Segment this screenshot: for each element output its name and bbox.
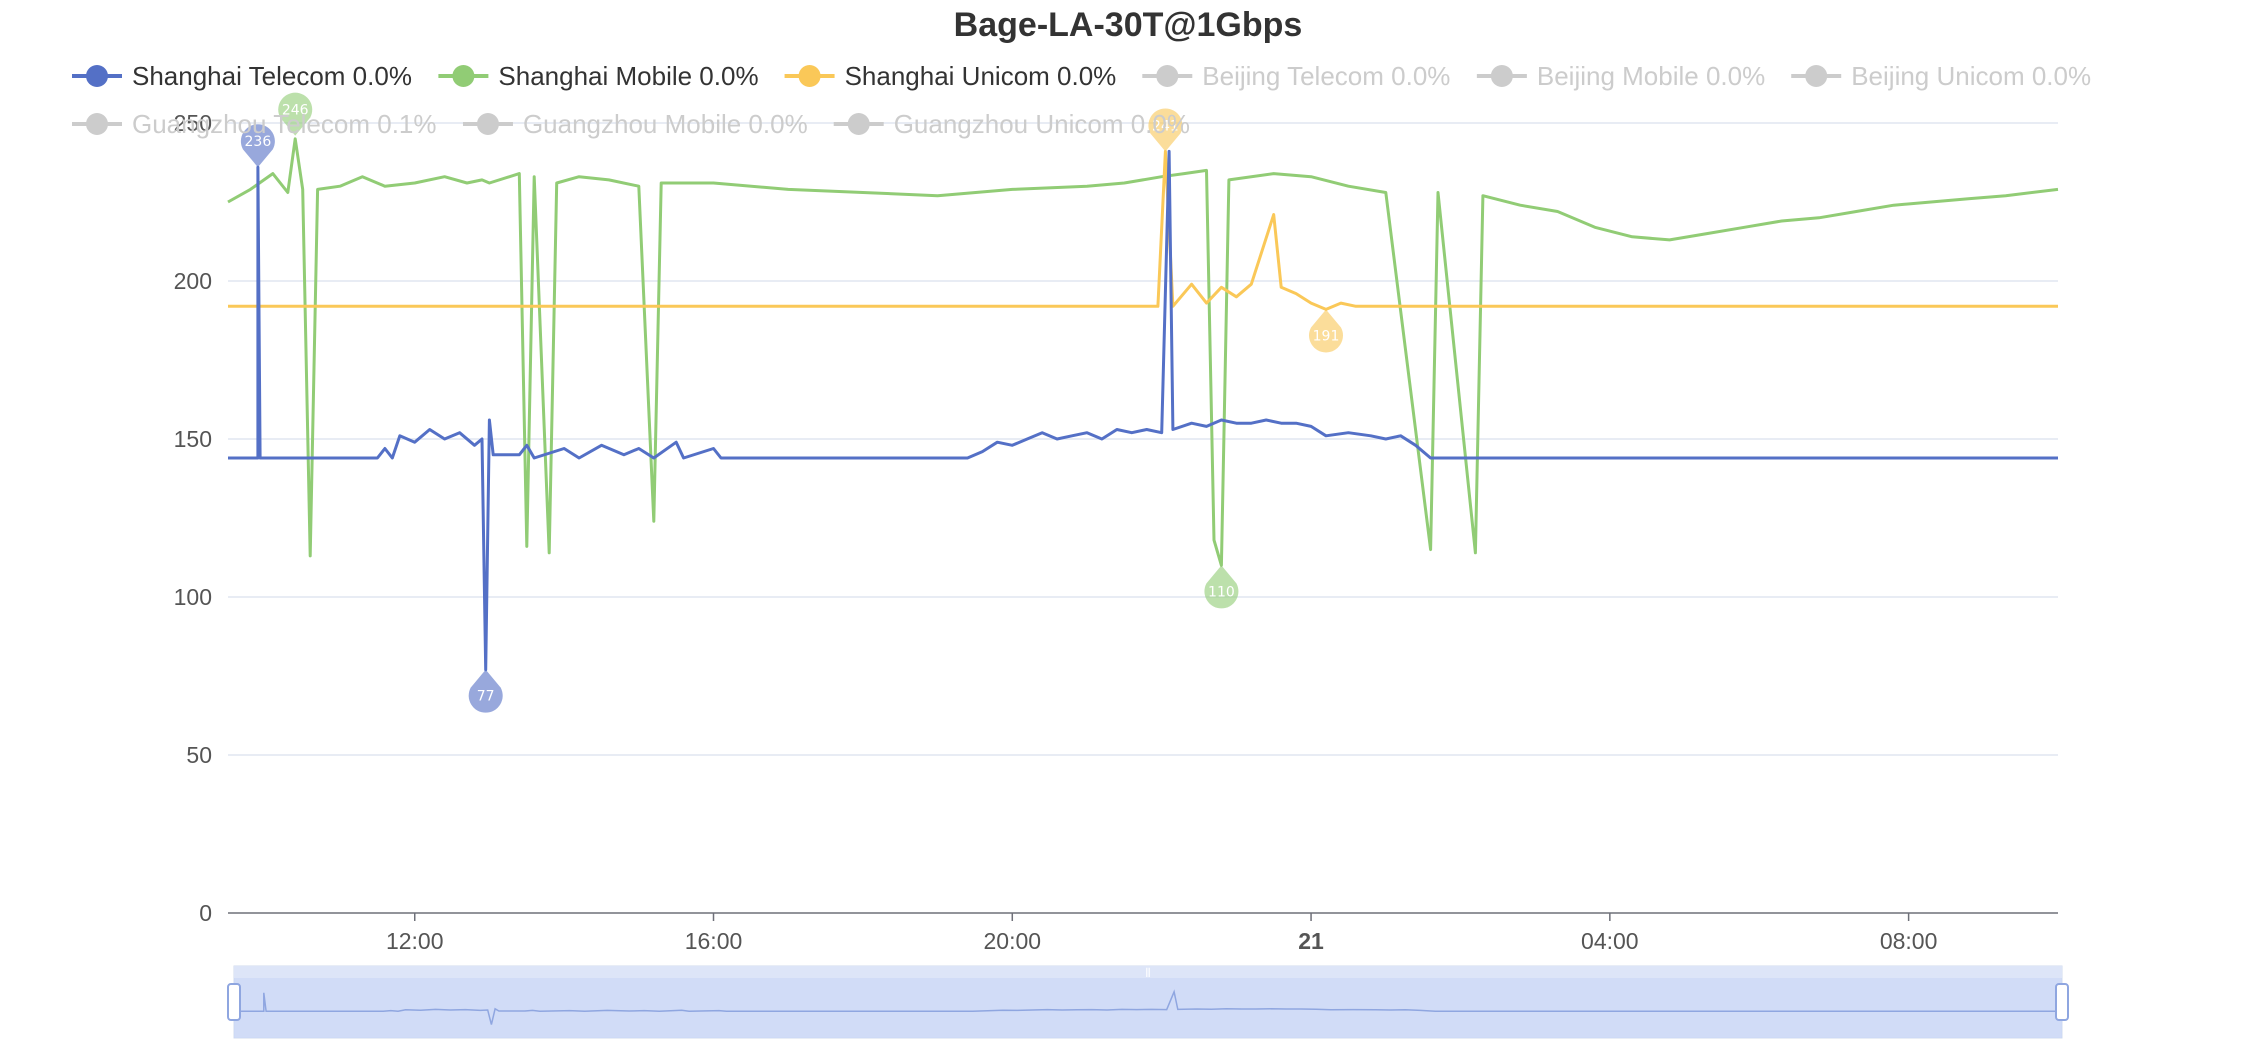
- y-tick-label: 200: [174, 268, 212, 294]
- legend-marker-icon: [86, 113, 108, 135]
- mark-point-pin: 110: [1204, 565, 1239, 609]
- y-tick-label: 0: [199, 900, 212, 926]
- mark-point-pin: 241: [1148, 108, 1183, 152]
- series-line-shanghai-mobile: [227, 137, 2059, 567]
- y-tick-label: 250: [174, 110, 212, 136]
- legend-marker-icon: [847, 113, 870, 135]
- mark-point-pin: 191: [1309, 309, 1343, 353]
- legend-item-guangzhou-telecom[interactable]: Guangzhou Telecom 0.1%: [72, 109, 437, 139]
- mark-point-label: 191: [1313, 328, 1340, 344]
- legend-label: Shanghai Unicom 0.0%: [845, 61, 1117, 91]
- legend-label: Beijing Telecom 0.0%: [1202, 61, 1450, 91]
- legend-marker-icon: [798, 65, 821, 87]
- legend-marker-icon: [1490, 65, 1513, 87]
- legend-item-shanghai-unicom[interactable]: Shanghai Unicom 0.0%: [784, 61, 1117, 91]
- series-line-shanghai-telecom: [228, 149, 2058, 672]
- x-tick-label: 08:00: [1880, 928, 1938, 954]
- mark-point-label: 77: [477, 689, 495, 705]
- legend-label: Shanghai Mobile 0.0%: [498, 61, 758, 91]
- legend-item-shanghai-telecom[interactable]: Shanghai Telecom 0.0%: [72, 61, 412, 91]
- x-tick-label: 04:00: [1581, 928, 1639, 954]
- legend-item-beijing-unicom[interactable]: Beijing Unicom 0.0%: [1791, 61, 2091, 91]
- data-zoom-slider[interactable]: ⦀: [227, 965, 2069, 1039]
- legend-label: Guangzhou Mobile 0.0%: [523, 109, 808, 139]
- zoom-preview-line: [234, 989, 2062, 1025]
- zoom-move-handle-icon[interactable]: ⦀: [1145, 966, 1150, 980]
- y-axis: 0 50 100 150 200 250: [174, 110, 212, 926]
- legend-item-beijing-telecom[interactable]: Beijing Telecom 0.0%: [1142, 61, 1450, 91]
- x-tick-label: 12:00: [386, 928, 444, 954]
- y-tick-label: 50: [186, 742, 212, 768]
- mark-point-label: 236: [245, 134, 272, 150]
- mark-points: 236 77 246 110 241 191: [240, 92, 1343, 713]
- zoom-move-bar: [234, 966, 2062, 978]
- legend-label: Guangzhou Telecom 0.1%: [132, 109, 437, 139]
- legend-item-beijing-mobile[interactable]: Beijing Mobile 0.0%: [1476, 61, 1765, 91]
- legend-marker-icon: [86, 65, 108, 87]
- zoom-left-handle[interactable]: [227, 983, 241, 1021]
- legend-label: Guangzhou Unicom 0.0%: [894, 109, 1190, 139]
- mark-point-label: 241: [1152, 118, 1179, 134]
- mark-point-pin: 77: [468, 669, 503, 713]
- legend-label: Beijing Mobile 0.0%: [1537, 61, 1765, 91]
- legend-item-shanghai-mobile[interactable]: Shanghai Mobile 0.0%: [438, 61, 759, 91]
- series-line-shanghai-unicom: [228, 149, 2058, 311]
- legend-label: Shanghai Telecom 0.0%: [132, 61, 412, 91]
- zoom-selected-range: [234, 978, 2062, 1038]
- x-tick-label: 21: [1298, 928, 1324, 954]
- legend-label: Beijing Unicom 0.0%: [1851, 61, 2091, 91]
- y-tick-label: 150: [174, 426, 212, 452]
- legend-item-guangzhou-mobile[interactable]: Guangzhou Mobile 0.0%: [462, 109, 808, 139]
- legend-marker-icon: [476, 113, 499, 135]
- x-axis: 12:00 16:00 20:00 21 04:00 08:00: [386, 913, 1937, 954]
- legend-marker-icon: [1156, 65, 1179, 87]
- grid: [228, 122, 2058, 914]
- mark-point-pin: 246: [278, 92, 313, 136]
- legend-item-guangzhou-unicom[interactable]: Guangzhou Unicom 0.0%: [833, 109, 1190, 139]
- zoom-right-handle[interactable]: [2055, 983, 2069, 1021]
- x-tick-label: 20:00: [984, 928, 1042, 954]
- x-tick-label: 16:00: [685, 928, 743, 954]
- mark-point-label: 246: [282, 103, 309, 119]
- mark-point-label: 110: [1208, 584, 1235, 600]
- chart-title: Bage-LA-30T@1Gbps: [954, 6, 1303, 44]
- legend-marker-icon: [452, 65, 475, 87]
- y-tick-label: 100: [174, 584, 212, 610]
- mark-point-pin: 236: [240, 124, 275, 168]
- legend-marker-icon: [1805, 65, 1828, 87]
- legend[interactable]: Shanghai Telecom 0.0% Shanghai Mobile 0.0…: [72, 61, 2091, 139]
- series-lines: [227, 137, 2059, 672]
